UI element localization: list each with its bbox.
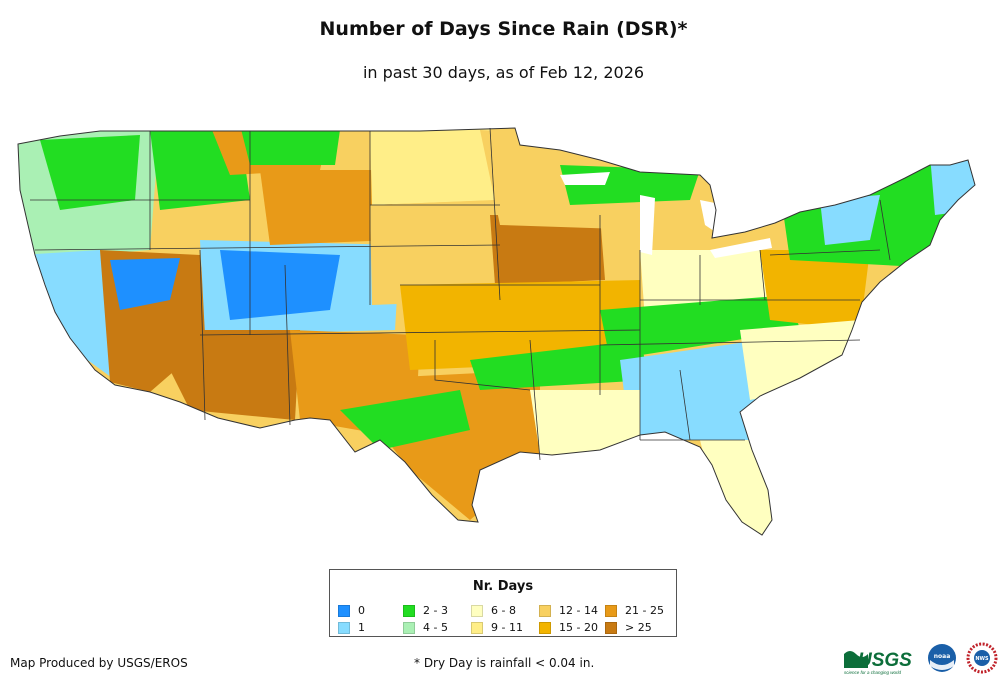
usgs-tagline: science for a changing world [844,670,902,675]
legend-item-0: 0 [338,604,365,617]
legend-item-4: 6 - 8 [471,604,516,617]
legend-label: > 25 [625,621,652,634]
us-outline [17,127,976,536]
legend-swatch [605,621,617,634]
legend-swatch [338,604,350,617]
legend-label: 4 - 5 [423,621,448,634]
legend-title: Nr. Days [472,579,534,594]
maine-zone [930,150,975,215]
california-zone [20,250,115,380]
legend-item-9: > 25 [605,621,652,634]
arizona-dry-zone [150,330,300,420]
cascades-zone [40,135,140,210]
new-york-zone [820,195,880,245]
credit-text: Map Produced by USGS/EROS [10,656,188,670]
legend-item-2: 2 - 3 [403,604,448,617]
boundary-line [599,339,861,346]
boundary-line [679,369,691,441]
legend-swatch [605,604,617,617]
lake-huron [700,200,725,235]
legend-swatch [338,621,350,634]
legend-swatch [539,604,551,617]
lake-superior [560,172,610,185]
usgs-wave-icon [844,651,868,668]
colorado-wet-zone [220,250,340,320]
us-dsr-map [17,127,976,536]
legend-swatch [471,604,483,617]
boundary-line [769,249,881,256]
boundary-line [434,340,531,391]
legend-label: 15 - 20 [559,621,598,634]
legend-item-5: 9 - 11 [471,621,523,634]
map-title: Number of Days Since Rain (DSR)* [319,18,688,40]
north-dakota-zone [370,128,495,205]
legend-item-7: 15 - 20 [539,621,598,634]
usgs-wordmark: USGS [858,650,912,671]
legend-item-8: 21 - 25 [605,604,664,617]
gulf-coast-zone [530,390,640,455]
boundary-line [879,199,891,261]
central-plains-zone [370,200,505,305]
boundary-line [759,249,766,301]
lake-erie [710,238,772,258]
montana-green-zone [240,128,340,165]
legend-item-3: 4 - 5 [403,621,448,634]
footnote-text: * Dry Day is rainfall < 0.04 in. [414,656,595,670]
legend-item-6: 12 - 14 [539,604,598,617]
noaa-logo: noaa [928,644,956,672]
noaa-label: noaa [934,653,951,660]
legend-item-1: 1 [338,621,365,634]
legend-swatch [471,621,483,634]
legend: Nr. Days 0 1 2 - 3 4 - 5 6 - 8 9 - 11 12… [329,569,677,637]
boundary-line [489,127,501,301]
legend-label: 1 [358,621,365,634]
legend-label: 2 - 3 [423,604,448,617]
boundary-line [199,329,641,336]
nws-label: NWS [975,656,989,662]
florida-zone [700,440,775,535]
wyoming-zone [260,170,395,245]
nws-logo: NWS [966,642,998,674]
legend-label: 12 - 14 [559,604,598,617]
legend-swatch [403,621,415,634]
map-subtitle: in past 30 days, as of Feb 12, 2026 [362,63,645,82]
mid-atlantic-zone [760,250,870,330]
legend-label: 0 [358,604,365,617]
legend-label: 9 - 11 [491,621,523,634]
legend-label: 21 - 25 [625,604,664,617]
legend-swatch [403,604,415,617]
dsr-color-fields [18,128,975,535]
agency-logos: USGS science for a changing world noaa N… [844,642,998,675]
iowa-dry-zone [490,215,605,285]
nevada-wet-zone [110,258,180,310]
lake-michigan [640,195,655,255]
southeast-zone [620,340,770,440]
boundary-line [34,244,501,251]
legend-label: 6 - 8 [491,604,516,617]
usgs-logo: USGS science for a changing world [844,650,912,675]
nws-inner [974,650,990,666]
boundary-line [529,339,541,461]
carolinas-zone [740,320,860,400]
legend-swatch [539,621,551,634]
noaa-wave [930,660,954,670]
arkansas-green-zone [470,340,650,390]
north-texas-green-zone [340,390,470,450]
boundary-line [284,264,291,426]
state-boundaries [30,127,891,461]
